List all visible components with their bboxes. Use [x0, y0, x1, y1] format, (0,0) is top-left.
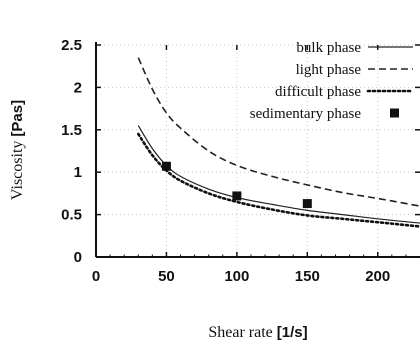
sedimentary-phase-marker-1	[232, 191, 242, 201]
x-tick-label-1: 50	[158, 268, 175, 285]
legend-label-bulk-phase: bulk phase	[296, 40, 361, 56]
y-axis-title: Viscosity	[9, 137, 26, 200]
y-tick-label-2: 1	[74, 164, 82, 181]
y-tick-label-5: 2.5	[61, 37, 82, 54]
bulk-phase-line	[137, 125, 420, 224]
y-axis-label: Viscosity [Pas]	[9, 100, 26, 200]
legend-label-light-phase: light phase	[296, 62, 362, 78]
legend-label-sedimentary-phase: sedimentary phase	[250, 106, 362, 122]
x-tick-label-4: 200	[365, 268, 390, 285]
x-tick-label-3: 150	[295, 268, 320, 285]
legend-label-difficult-phase: difficult phase	[275, 84, 361, 100]
y-axis-unit: [Pas]	[9, 100, 26, 137]
sedimentary-phase-marker-0	[161, 161, 171, 171]
x-axis-title: Shear rate	[208, 324, 276, 341]
y-tick-label-1: 0.5	[61, 207, 82, 224]
legend-sample-sedimentary-phase	[390, 108, 399, 118]
y-tick-label-0: 0	[74, 249, 82, 266]
light-phase-line	[137, 57, 420, 207]
sedimentary-phase-marker-2	[302, 199, 312, 209]
x-axis-unit: [1/s]	[277, 324, 308, 341]
x-tick-label-2: 100	[224, 268, 249, 285]
x-tick-label-0: 0	[92, 268, 100, 285]
difficult-phase-line	[137, 132, 420, 228]
y-tick-label-4: 2	[74, 79, 82, 96]
y-tick-label-3: 1.5	[61, 122, 82, 139]
x-axis-label: Shear rate [1/s]	[208, 324, 307, 341]
